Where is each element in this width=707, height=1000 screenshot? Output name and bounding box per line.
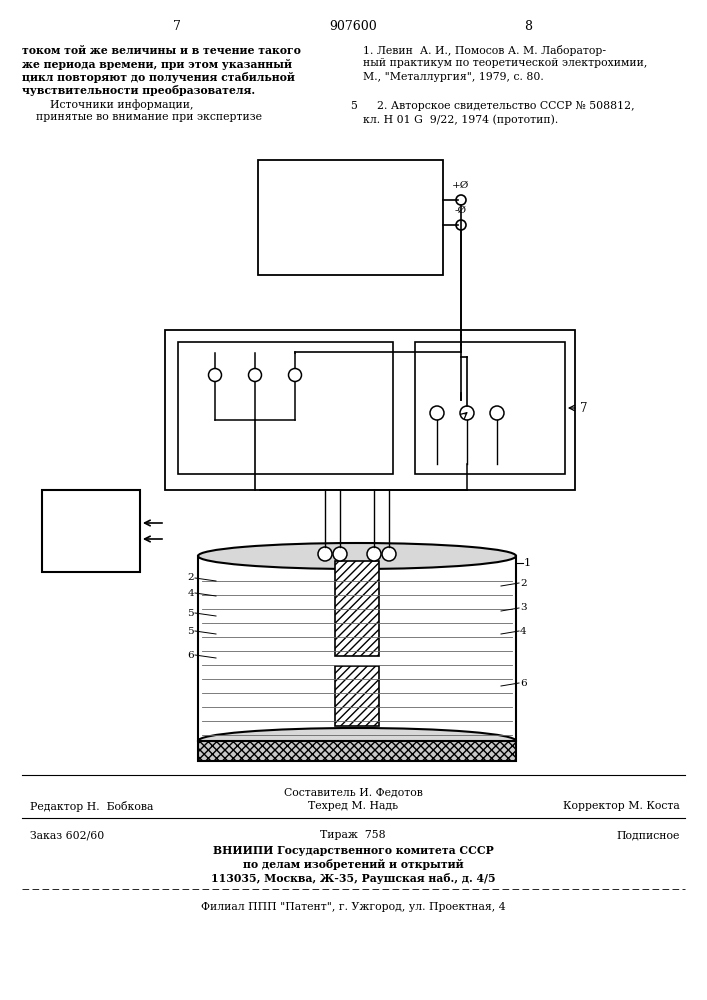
Circle shape — [288, 368, 301, 381]
Text: же периода времени, при этом указанный: же периода времени, при этом указанный — [22, 58, 292, 70]
Text: Тираж  758: Тираж 758 — [320, 830, 386, 840]
Circle shape — [209, 368, 221, 381]
Text: 4: 4 — [520, 626, 527, 636]
Text: 907600: 907600 — [329, 20, 377, 33]
Text: 113035, Москва, Ж-35, Раушская наб., д. 4/5: 113035, Москва, Ж-35, Раушская наб., д. … — [211, 873, 496, 884]
Ellipse shape — [198, 728, 516, 754]
Text: чувствительности преобразователя.: чувствительности преобразователя. — [22, 86, 255, 97]
Text: 3: 3 — [520, 603, 527, 612]
Text: ный практикум по теоретической электрохимии,: ный практикум по теоретической электрохи… — [363, 58, 648, 68]
Ellipse shape — [198, 543, 516, 569]
Circle shape — [318, 547, 332, 561]
Text: 2. Авторское свидетельство СССР № 508812,: 2. Авторское свидетельство СССР № 508812… — [363, 101, 635, 111]
Text: принятые во внимание при экспертизе: принятые во внимание при экспертизе — [22, 112, 262, 122]
Circle shape — [382, 547, 396, 561]
Text: +Ø: +Ø — [452, 181, 469, 190]
Text: 7: 7 — [173, 20, 181, 33]
Text: Техред М. Надь: Техред М. Надь — [308, 801, 398, 811]
Text: 4: 4 — [187, 588, 194, 597]
Bar — [198, 556, 516, 741]
Text: 2: 2 — [520, 578, 527, 587]
Circle shape — [456, 195, 466, 205]
Text: Корректор М. Коста: Корректор М. Коста — [563, 801, 680, 811]
Bar — [198, 741, 516, 761]
Text: Составитель И. Федотов: Составитель И. Федотов — [284, 787, 423, 797]
Bar — [165, 330, 575, 490]
Text: 7: 7 — [580, 401, 588, 414]
Circle shape — [456, 220, 466, 230]
Text: Заказ 602/60: Заказ 602/60 — [30, 830, 104, 840]
Text: Источники информации,: Источники информации, — [22, 99, 194, 110]
Bar — [258, 160, 443, 275]
Text: Подписное: Подписное — [617, 830, 680, 840]
Circle shape — [333, 547, 347, 561]
Circle shape — [367, 547, 381, 561]
Text: по делам изобретений и открытий: по делам изобретений и открытий — [243, 859, 463, 870]
Text: 5: 5 — [350, 101, 357, 111]
Bar — [415, 342, 565, 474]
Bar — [42, 490, 140, 572]
Circle shape — [248, 368, 262, 381]
Text: цикл повторяют до получения стабильной: цикл повторяют до получения стабильной — [22, 72, 295, 83]
Text: Филиал ППП "Патент", г. Ужгород, ул. Проектная, 4: Филиал ППП "Патент", г. Ужгород, ул. Про… — [201, 902, 506, 912]
Text: 2: 2 — [187, 574, 194, 582]
Text: 6: 6 — [520, 678, 527, 688]
Bar — [335, 561, 379, 656]
Text: 1: 1 — [524, 558, 531, 568]
Circle shape — [430, 406, 444, 420]
Circle shape — [460, 406, 474, 420]
Text: М., "Металлургия", 1979, с. 80.: М., "Металлургия", 1979, с. 80. — [363, 72, 544, 82]
Text: ВНИИПИ Государственного комитета СССР: ВНИИПИ Государственного комитета СССР — [213, 845, 493, 856]
Text: Редактор Н.  Бобкова: Редактор Н. Бобкова — [30, 801, 153, 812]
Bar — [335, 666, 379, 726]
Text: -Ø: -Ø — [455, 206, 467, 215]
Circle shape — [490, 406, 504, 420]
Text: током той же величины и в течение такого: током той же величины и в течение такого — [22, 45, 301, 56]
Text: кл. Н 01 G  9/22, 1974 (прототип).: кл. Н 01 G 9/22, 1974 (прототип). — [363, 114, 559, 125]
Text: 5: 5 — [187, 626, 194, 636]
Text: 8: 8 — [524, 20, 532, 33]
Bar — [178, 342, 393, 474]
Text: 6: 6 — [187, 650, 194, 660]
Text: 1. Левин  А. И., Помосов А. М. Лаборатор-: 1. Левин А. И., Помосов А. М. Лаборатор- — [363, 45, 606, 56]
Text: 5: 5 — [187, 608, 194, 617]
